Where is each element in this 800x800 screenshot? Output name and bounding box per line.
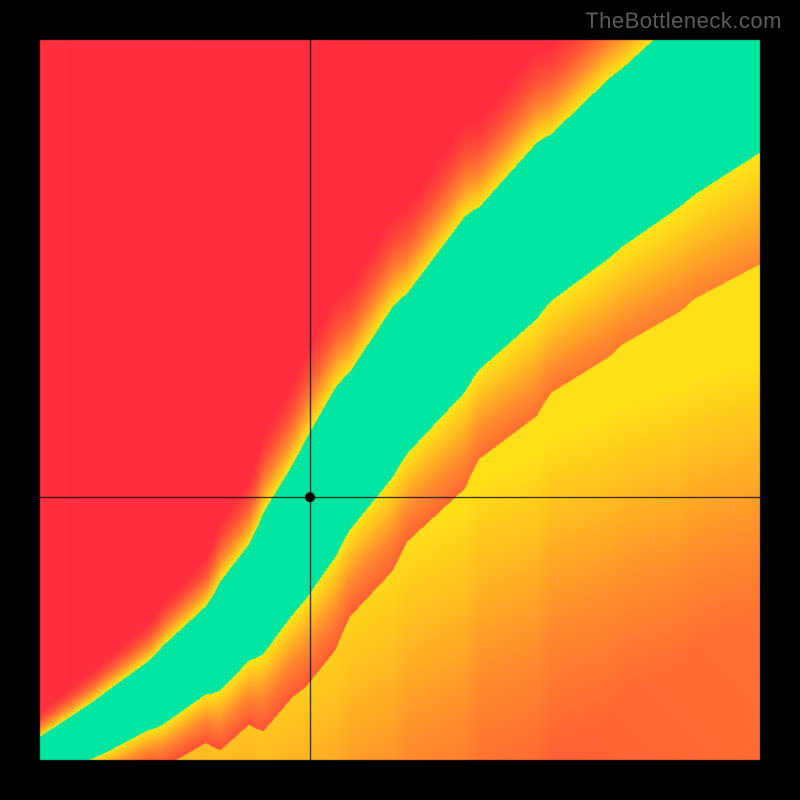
chart-container: TheBottleneck.com [0,0,800,800]
bottleneck-heatmap [0,0,800,800]
watermark-text: TheBottleneck.com [585,8,782,34]
